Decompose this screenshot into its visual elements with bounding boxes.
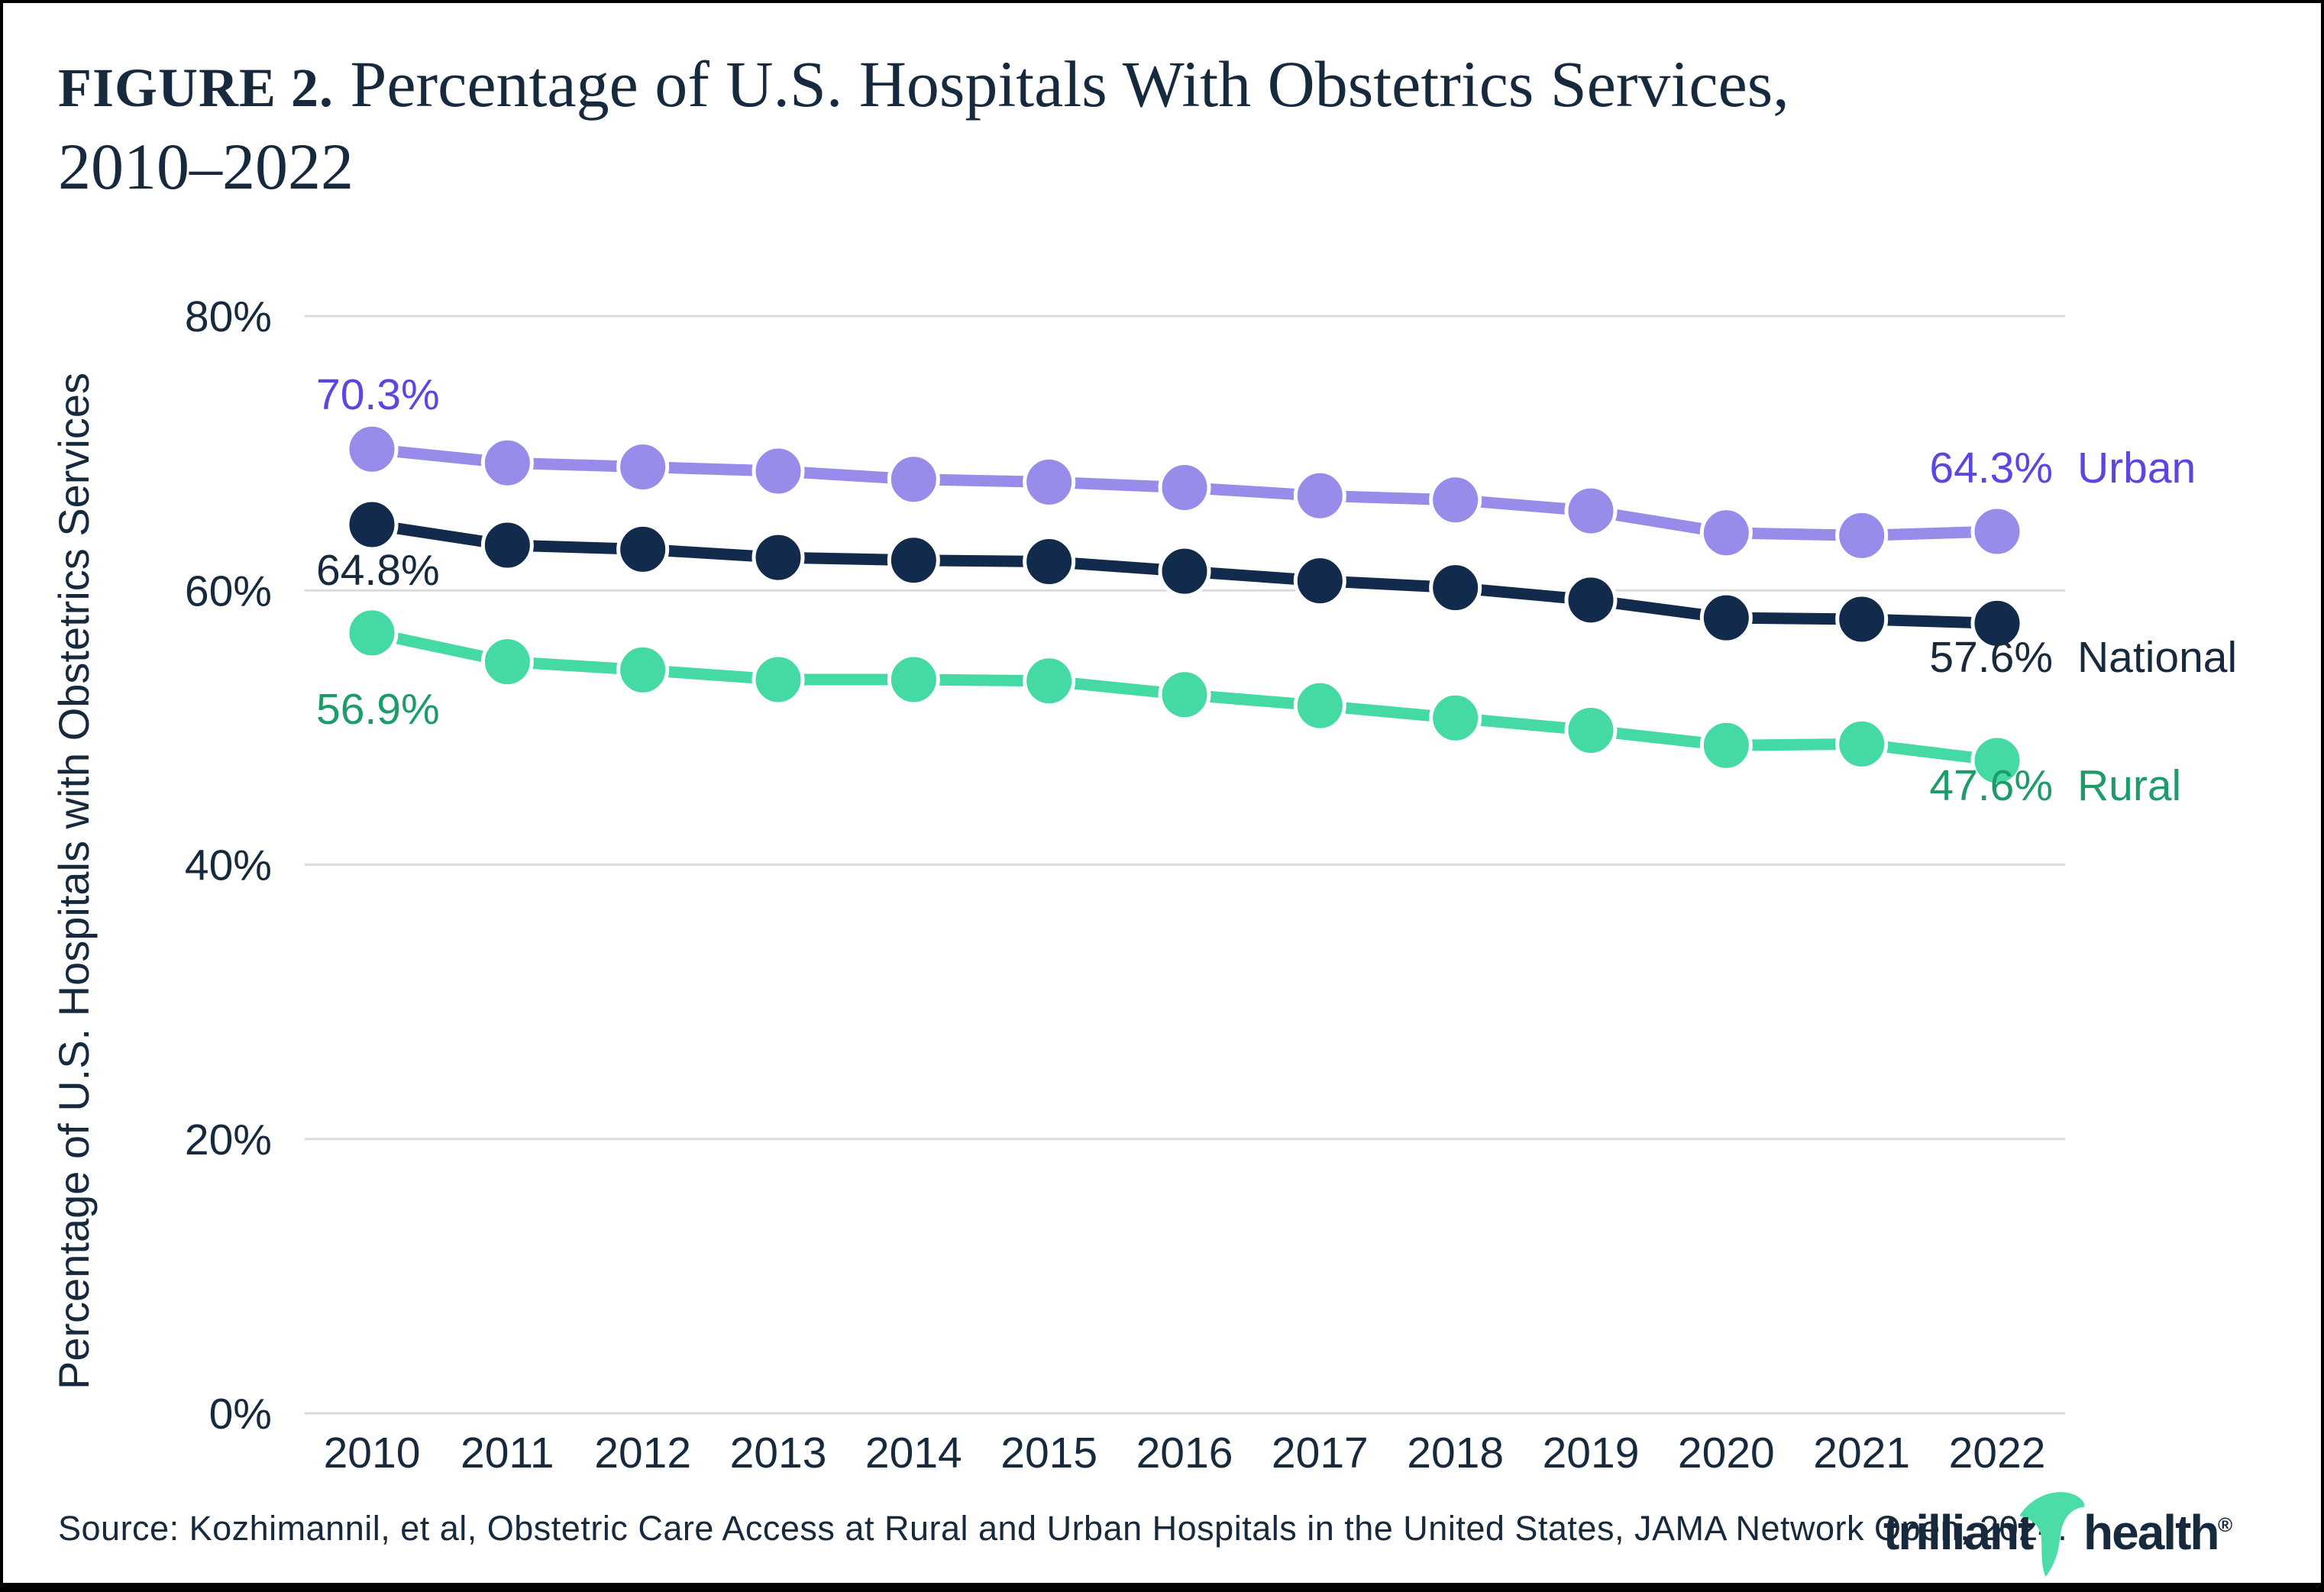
end-value-label-urban: 64.3%	[1929, 444, 2053, 492]
source-citation: Source: Kozhimannil, et al, Obstetric Ca…	[58, 1509, 2068, 1548]
x-tick-label-2017: 2017	[1272, 1429, 1369, 1477]
data-point-national-2014	[887, 534, 940, 587]
data-point-national-2015	[1023, 535, 1076, 589]
registered-trademark-symbol: ®	[2218, 1513, 2233, 1536]
start-value-label-national: 64.8%	[316, 546, 440, 595]
green-leaf-swoosh-icon	[2019, 1492, 2085, 1577]
logo-word-trilliant: trilliant	[1883, 1505, 2034, 1560]
figure-title: FIGURE 2. Percentage of U.S. Hospitals W…	[58, 43, 2181, 208]
data-point-national-2019	[1564, 573, 1618, 627]
data-point-rural-2012	[616, 643, 670, 696]
trilliant-health-logo: trilliant health ®	[1883, 1492, 2250, 1581]
series-name-label-urban: Urban	[2077, 444, 2196, 492]
x-tick-label-2018: 2018	[1407, 1429, 1504, 1477]
start-value-label-rural: 56.9%	[316, 685, 440, 734]
data-point-national-2018	[1429, 561, 1482, 615]
data-point-national-2013	[752, 531, 805, 584]
data-point-rural-2011	[480, 635, 534, 689]
series-name-label-rural: Rural	[2077, 761, 2181, 810]
data-point-national-2011	[480, 518, 534, 572]
data-point-rural-2017	[1293, 679, 1346, 732]
data-point-rural-2019	[1564, 703, 1618, 757]
data-point-rural-2022	[1970, 734, 2024, 787]
logo-word-health: health	[2083, 1505, 2219, 1560]
start-value-label-urban: 70.3%	[316, 370, 440, 419]
data-point-urban-2015	[1023, 455, 1076, 509]
data-point-urban-2010	[345, 422, 399, 476]
data-point-national-2017	[1293, 554, 1346, 608]
data-point-urban-2012	[616, 441, 670, 494]
data-point-rural-2014	[887, 653, 940, 706]
data-point-urban-2021	[1835, 509, 1889, 562]
obstetrics-line-chart: 0% 20% 40% 60% 80% 2010 2011 2012 2013 2014 2015 20…	[50, 292, 2237, 1477]
data-point-urban-2013	[752, 444, 805, 498]
data-point-urban-2014	[887, 453, 940, 506]
y-tick-label-40%: 40%	[185, 841, 272, 890]
data-point-rural-2018	[1429, 691, 1482, 744]
data-point-urban-2022	[1970, 505, 2024, 558]
data-point-urban-2018	[1429, 473, 1482, 527]
x-tick-label-2022: 2022	[1949, 1429, 2046, 1477]
y-tick-label-80%: 80%	[185, 292, 272, 341]
data-point-urban-2020	[1699, 506, 1753, 560]
end-value-label-rural: 47.6%	[1929, 761, 2053, 810]
y-tick-label-0%: 0%	[209, 1390, 272, 1439]
y-tick-label-20%: 20%	[185, 1116, 272, 1164]
data-point-urban-2019	[1564, 484, 1618, 538]
series-name-label-national: National	[2077, 633, 2237, 682]
x-tick-label-2012: 2012	[594, 1429, 691, 1477]
x-tick-label-2014: 2014	[865, 1429, 962, 1477]
data-point-national-2016	[1158, 544, 1211, 598]
data-point-urban-2011	[480, 436, 534, 489]
data-point-national-2012	[616, 522, 670, 576]
data-point-rural-2021	[1835, 717, 1889, 770]
data-point-rural-2020	[1699, 718, 1753, 772]
data-point-urban-2016	[1158, 461, 1211, 515]
data-point-urban-2017	[1293, 469, 1346, 522]
data-point-national-2020	[1699, 591, 1753, 644]
data-point-rural-2015	[1023, 654, 1076, 708]
x-tick-label-2021: 2021	[1813, 1429, 1910, 1477]
x-tick-label-2013: 2013	[730, 1429, 827, 1477]
x-tick-label-2020: 2020	[1678, 1429, 1775, 1477]
figure-title-years: 2010–2022	[58, 130, 354, 204]
data-point-rural-2016	[1158, 668, 1211, 722]
x-tick-label-2011: 2011	[461, 1429, 554, 1477]
figure-title-text: Percentage of U.S. Hospitals With Obstet…	[334, 47, 1789, 121]
data-point-national-2010	[345, 498, 399, 551]
y-tick-label-60%: 60%	[185, 567, 272, 615]
y-axis-title: Percentage of U.S. Hospitals with Obstet…	[50, 373, 98, 1390]
x-tick-label-2010: 2010	[324, 1429, 421, 1477]
figure-number-label: FIGURE 2.	[58, 57, 335, 118]
x-tick-label-2016: 2016	[1136, 1429, 1233, 1477]
end-value-label-national: 57.6%	[1929, 633, 2053, 682]
x-tick-label-2015: 2015	[1000, 1429, 1097, 1477]
data-point-national-2021	[1835, 593, 1889, 646]
data-point-rural-2013	[752, 653, 805, 706]
data-point-rural-2010	[345, 606, 399, 660]
data-point-national-2022	[1970, 596, 2024, 650]
x-tick-label-2019: 2019	[1543, 1429, 1640, 1477]
